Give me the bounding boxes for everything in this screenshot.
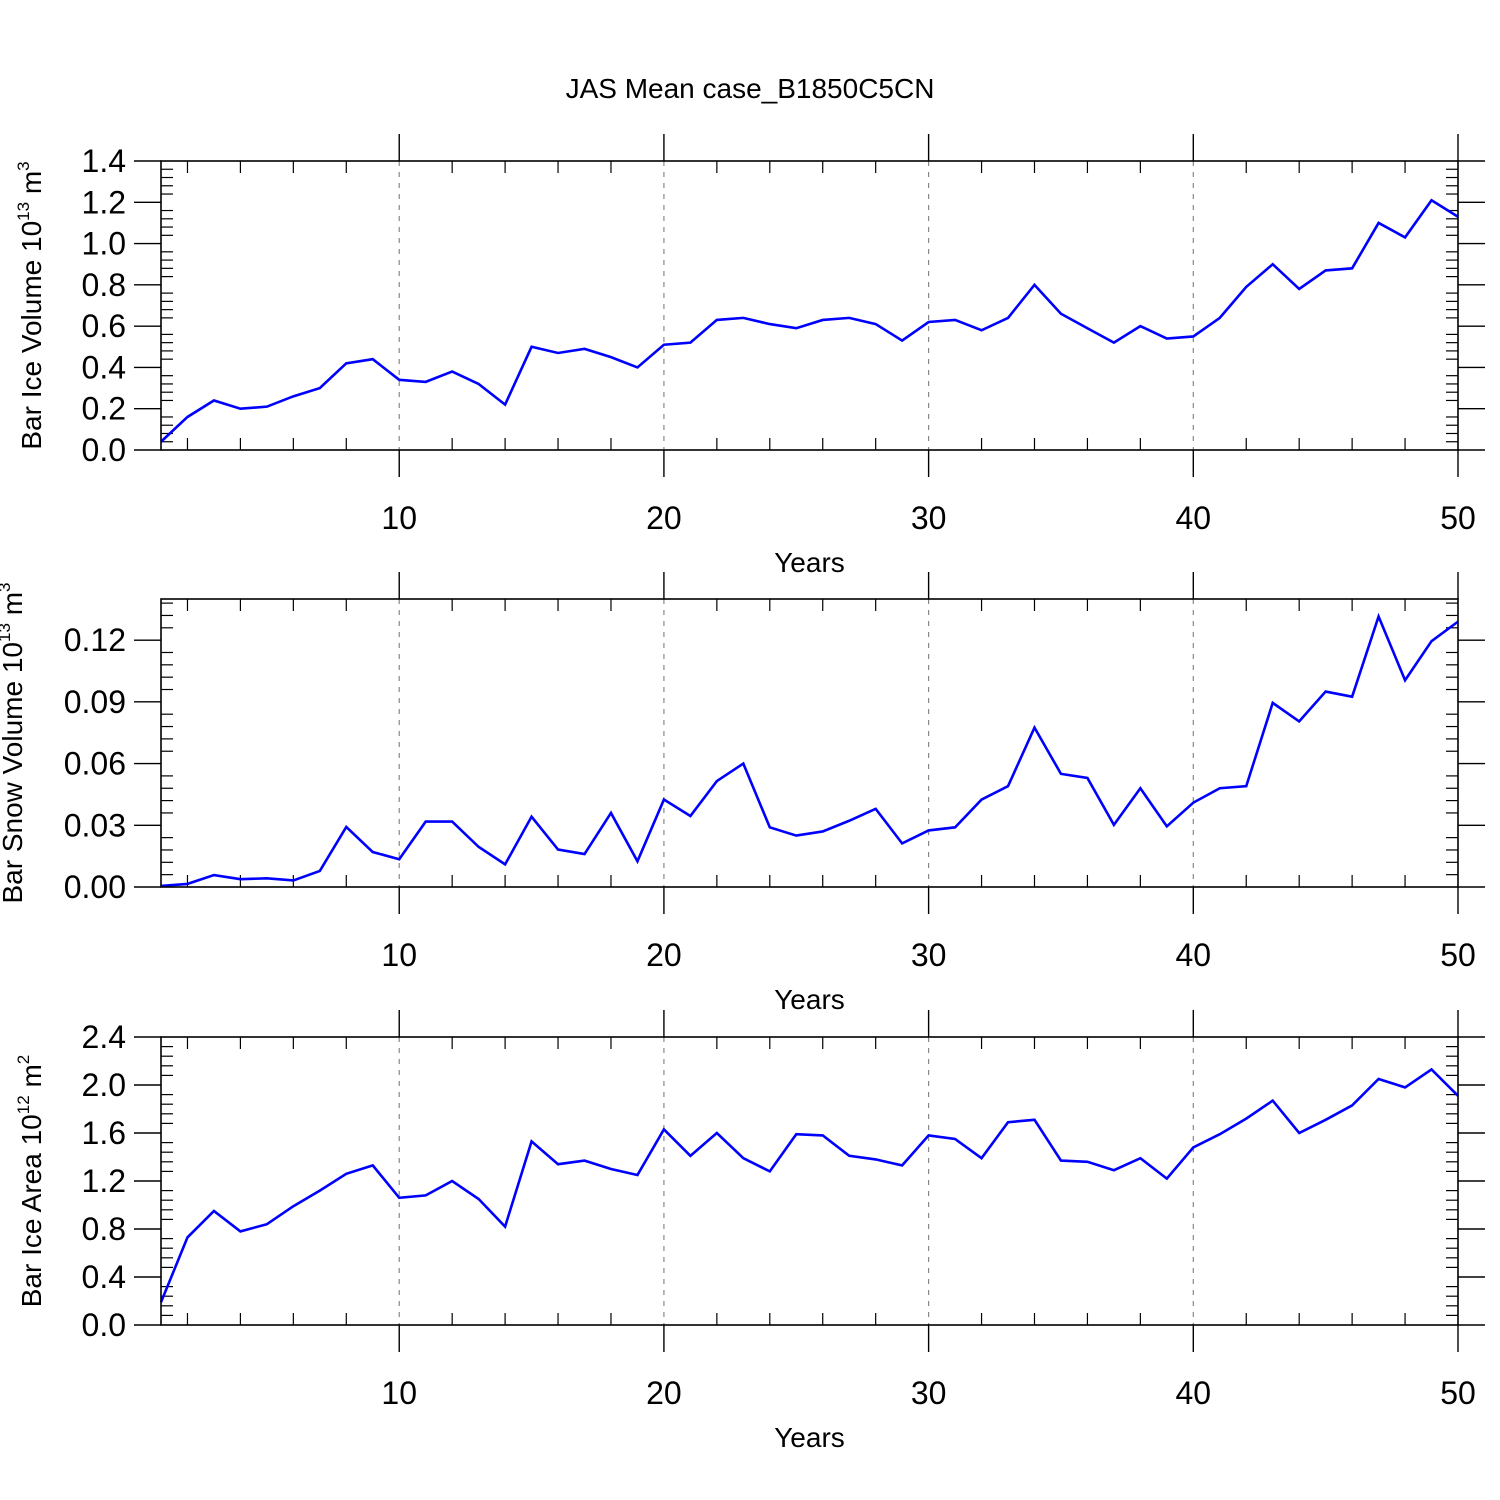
x-tick-label: 10 [381,937,417,973]
series-line [160,612,1459,888]
x-tick-label: 30 [911,937,947,973]
plot-frame [160,598,1459,888]
series-line [160,198,1459,443]
x-axis-label: Years [774,1422,845,1453]
x-tick-label: 50 [1440,937,1476,973]
series-line [159,1067,1459,1303]
x-tick-label: 40 [1176,1375,1212,1411]
x-tick-label: 30 [911,1375,947,1411]
y-tick-label: 1.0 [82,226,126,262]
y-axis-label: Bar Ice Volume 1013 m3 [14,161,47,449]
y-axis-label: Bar Snow Volume 1013 m3 [0,583,28,904]
x-tick-label: 20 [646,937,682,973]
y-tick-label: 0.6 [82,308,126,344]
plot-frame [160,1036,1459,1326]
chart-panel-1: 10 20 30 40 50 0.0 0.2 0.4 0.6 0.8 1.0 1.2 1.4 Years B… [14,134,1485,578]
y-tick-label: 0.03 [64,807,126,843]
x-tick-label: 10 [381,500,417,536]
y-tick-label: 0.0 [82,1307,126,1343]
y-tick-label: 1.2 [82,1163,126,1199]
y-tick-label: 1.2 [82,184,126,220]
y-tick-label: 2.0 [82,1067,126,1103]
y-tick-label: 0.12 [64,622,126,658]
y-tick-label: 0.2 [82,391,126,427]
y-tick-label: 2.4 [82,1019,126,1055]
y-tick-label: 0.06 [64,746,126,782]
y-tick-label: 1.6 [82,1115,126,1151]
y-tick-label: 1.4 [82,143,126,179]
y-tick-label: 0.8 [82,1211,126,1247]
x-tick-label: 50 [1440,500,1476,536]
x-tick-label: 40 [1176,937,1212,973]
y-tick-label: 0.4 [82,1259,126,1295]
x-tick-label: 20 [646,1375,682,1411]
chart-panel-2: 10 20 30 40 50 0.00 0.03 0.06 0.09 0.12 Years Bar S… [0,572,1485,1015]
y-tick-label: 0.4 [82,349,126,385]
y-tick-label: 0.8 [82,267,126,303]
x-tick-label: 20 [646,500,682,536]
figure-title: JAS Mean case_B1850C5CN [566,73,935,104]
y-tick-label: 0.09 [64,684,126,720]
x-tick-label: 50 [1440,1375,1476,1411]
chart-panel-3: 10 20 30 40 50 0.0 0.4 0.8 1.2 1.6 2.0 2.4 Years Bar … [14,1010,1485,1453]
plot-frame [160,160,1459,451]
x-tick-label: 30 [911,500,947,536]
panels: 10 20 30 40 50 0.0 0.2 0.4 0.6 0.8 1.0 1.2 1.4 Years B… [0,134,1485,1453]
x-axis-label: Years [774,547,845,578]
x-axis-label: Years [774,984,845,1015]
x-tick-label: 40 [1176,500,1212,536]
y-tick-label: 0.0 [82,432,126,468]
y-axis-label: Bar Ice Area 1012 m2 [14,1055,47,1308]
y-tick-label: 0.00 [64,869,126,905]
x-tick-label: 10 [381,1375,417,1411]
